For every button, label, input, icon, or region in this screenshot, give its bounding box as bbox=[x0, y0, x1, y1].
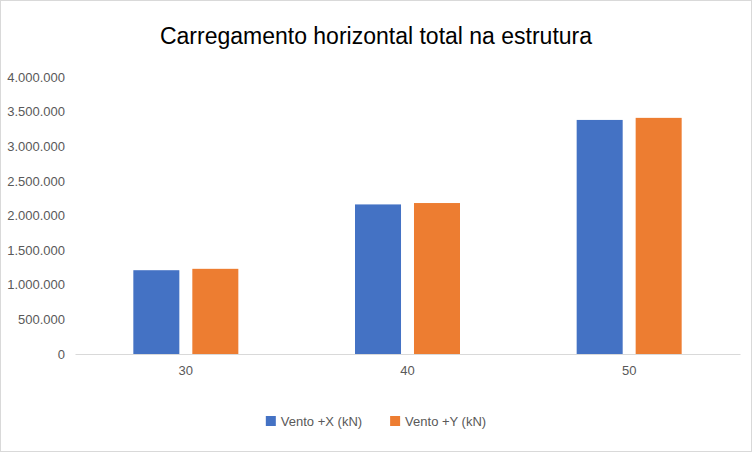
y-tick: 500.000 bbox=[18, 312, 75, 327]
bar bbox=[577, 120, 623, 354]
y-tick-label: 2.000.000 bbox=[7, 208, 65, 223]
bar bbox=[355, 204, 401, 354]
chart-border bbox=[1, 1, 752, 452]
y-tick: 2.500.000 bbox=[7, 174, 75, 189]
legend-swatch bbox=[390, 416, 400, 426]
x-axis-line bbox=[76, 354, 741, 355]
legend-label: Vento +X (kN) bbox=[281, 414, 362, 429]
bar bbox=[192, 269, 238, 354]
y-tick: 4.000.000 bbox=[7, 70, 75, 85]
series bbox=[192, 118, 681, 354]
plot: 0 500.000 1.000.000 1.500.000 2.000.000 2.500… bbox=[7, 70, 740, 379]
series bbox=[133, 120, 622, 354]
chart: Carregamento horizontal total na estrutu… bbox=[0, 0, 752, 452]
y-tick-label: 2.500.000 bbox=[7, 174, 65, 189]
y-axis: 0 500.000 1.000.000 1.500.000 2.000.000 2.500… bbox=[7, 70, 75, 362]
y-tick: 1.500.000 bbox=[7, 243, 75, 258]
y-tick-label: 1.000.000 bbox=[7, 277, 65, 292]
legend-label: Vento +Y (kN) bbox=[405, 414, 486, 429]
bar bbox=[636, 118, 682, 354]
x-tick: 40 bbox=[400, 354, 414, 378]
bar bbox=[133, 270, 179, 354]
y-tick-label: 500.000 bbox=[18, 312, 65, 327]
x-tick-label: 30 bbox=[179, 363, 193, 378]
x-tick-label: 50 bbox=[622, 363, 636, 378]
y-tick: 2.000.000 bbox=[7, 208, 75, 223]
y-tick: 3.000.000 bbox=[7, 139, 75, 154]
title: Carregamento horizontal total na estrutu… bbox=[160, 23, 592, 49]
legend: Vento +X (kN) Vento +Y (kN) bbox=[266, 414, 486, 429]
legend-item: Vento +X (kN) bbox=[266, 414, 362, 429]
legend-item: Vento +Y (kN) bbox=[390, 414, 486, 429]
y-tick-label: 0 bbox=[58, 347, 65, 362]
y-tick: 3.500.000 bbox=[7, 104, 75, 119]
x-tick-label: 40 bbox=[400, 363, 414, 378]
y-tick-label: 3.000.000 bbox=[7, 139, 65, 154]
y-tick-label: 1.500.000 bbox=[7, 243, 65, 258]
bars bbox=[133, 118, 681, 354]
bar bbox=[414, 203, 460, 354]
y-axis-line bbox=[75, 78, 76, 355]
x-tick: 30 bbox=[179, 354, 193, 378]
y-tick: 1.000.000 bbox=[7, 277, 75, 292]
x-axis: 30 40 50 bbox=[76, 354, 741, 378]
y-tick-label: 4.000.000 bbox=[7, 70, 65, 85]
x-tick: 50 bbox=[622, 354, 636, 378]
y-tick: 0 bbox=[58, 347, 75, 362]
y-tick-label: 3.500.000 bbox=[7, 104, 65, 119]
legend-swatch bbox=[266, 416, 276, 426]
